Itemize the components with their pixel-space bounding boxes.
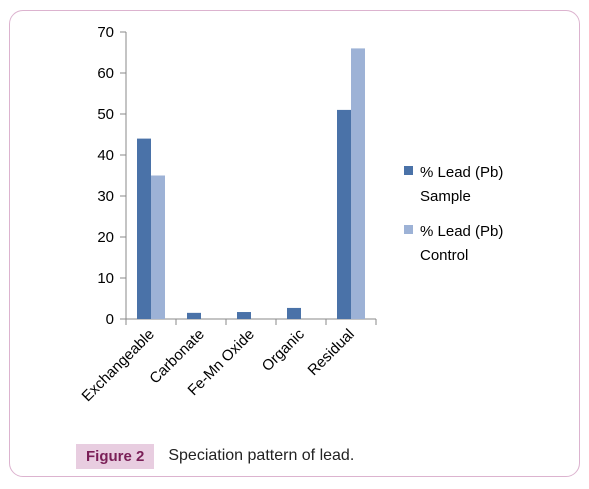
legend-swatch [404,166,413,175]
legend-label: Sample [420,188,471,205]
caption-text: Speciation pattern of lead. [168,447,355,464]
legend-swatch [404,225,413,234]
legend: % Lead (Pb) Sample % Lead (Pb) Control [404,164,503,264]
y-tick-label: 10 [97,270,114,287]
figure-frame [9,10,580,477]
y-tick-label: 70 [97,24,114,41]
figure-tag: Figure 2 [76,443,155,469]
x-category-label: Organic [259,325,309,375]
bar-sample-fe-mn-oxide [237,312,251,319]
bar-sample-exchangeable [137,138,151,319]
y-tick-label: 20 [97,229,114,246]
bar-control-residual [351,48,365,320]
y-tick-label: 50 [97,106,114,123]
bar-sample-organic [287,307,301,319]
legend-label: % Lead (Pb) [420,223,503,240]
bar-sample-carbonate [187,312,201,319]
x-category-label: Residual [305,326,358,379]
x-category-label: Exchangeable [79,326,158,405]
legend-label: Control [420,247,468,264]
figure-caption: Figure 2 Speciation pattern of lead. [76,442,354,470]
bars [137,48,365,320]
legend-label: % Lead (Pb) [420,164,503,181]
y-tick-label: 30 [97,188,114,205]
bar-sample-residual [337,109,351,320]
bar-control-exchangeable [151,175,165,319]
y-tick-label: 40 [97,147,114,164]
y-tick-label: 60 [97,65,114,82]
y-axis: 0 10 20 30 40 50 60 70 [97,24,127,328]
y-tick-label: 0 [106,311,114,328]
